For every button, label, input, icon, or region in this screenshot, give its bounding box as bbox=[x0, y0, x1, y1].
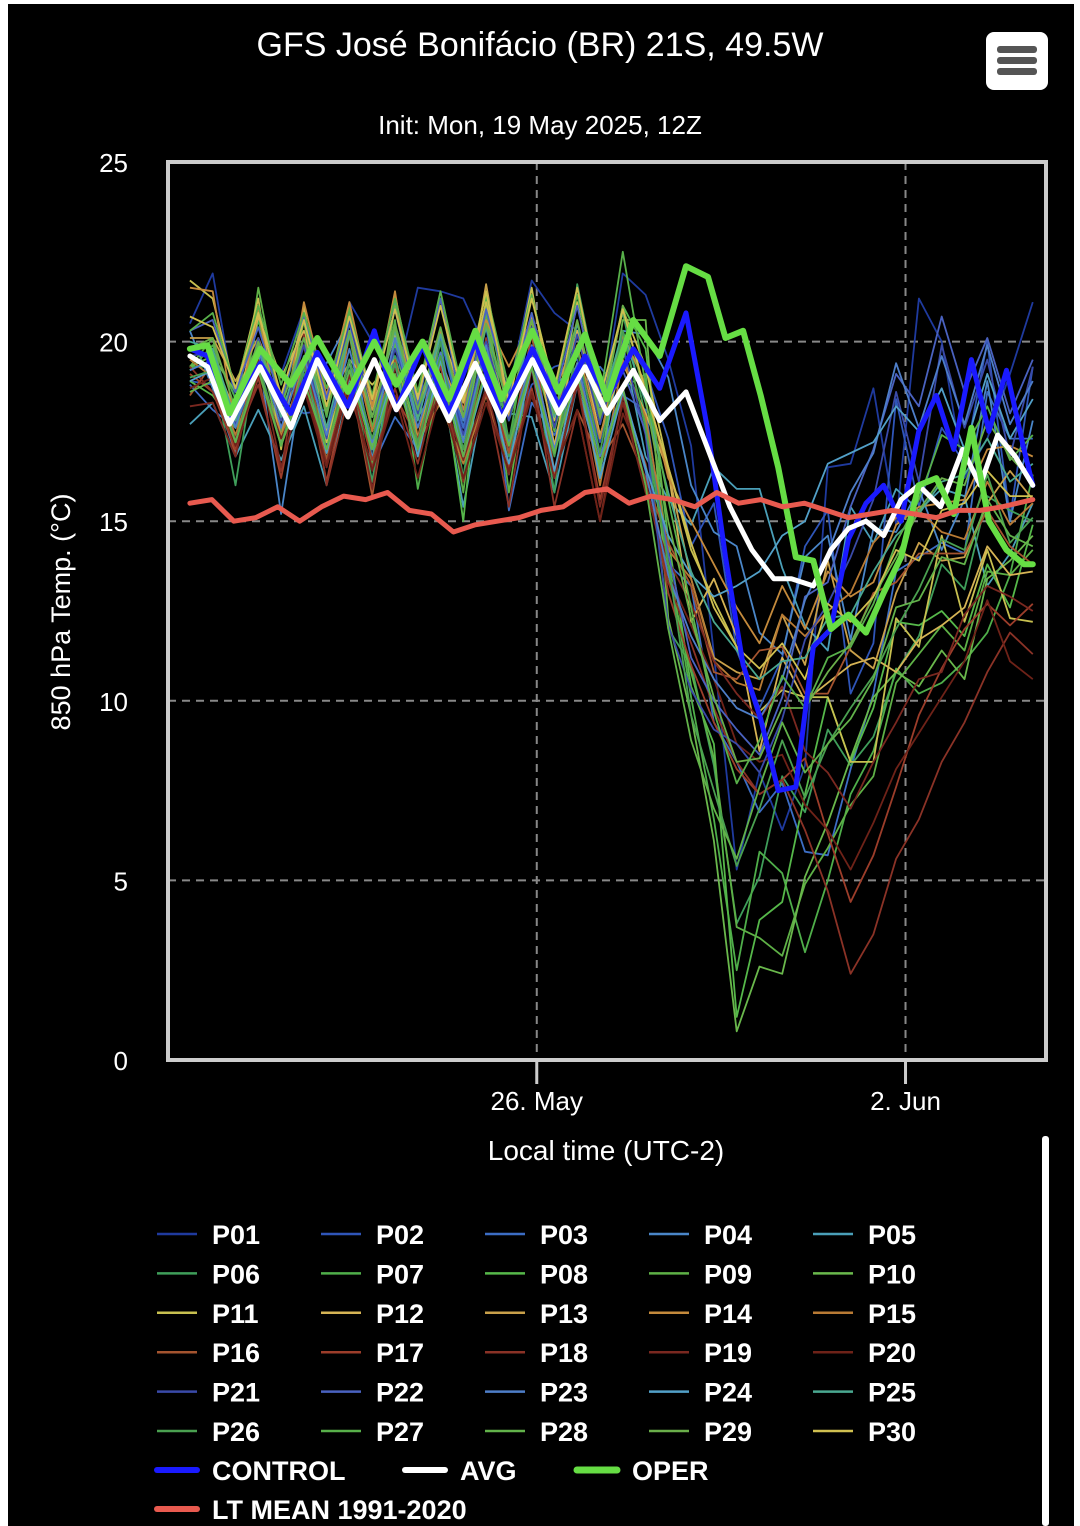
legend-item-p18[interactable]: P18 bbox=[485, 1338, 588, 1368]
legend-item-p05[interactable]: P05 bbox=[813, 1220, 916, 1250]
series-line-oper bbox=[186, 263, 1036, 636]
plot-area-border bbox=[166, 160, 1048, 1062]
legend-label: P06 bbox=[212, 1259, 260, 1289]
ensemble-line-p28 bbox=[189, 365, 1034, 860]
legend-item-p29[interactable]: P29 bbox=[649, 1417, 752, 1447]
legend-item-p14[interactable]: P14 bbox=[649, 1299, 752, 1329]
legend-label: P18 bbox=[540, 1338, 588, 1368]
legend-label: P14 bbox=[704, 1299, 752, 1329]
legend-item-p28[interactable]: P28 bbox=[485, 1417, 588, 1447]
legend-label: P17 bbox=[376, 1338, 424, 1368]
legend-item-p26[interactable]: P26 bbox=[157, 1417, 260, 1447]
ensemble-line-p30 bbox=[189, 286, 1033, 681]
legend-label: P19 bbox=[704, 1338, 752, 1368]
ensemble-line-p29 bbox=[189, 304, 1034, 763]
legend-label: OPER bbox=[632, 1456, 709, 1486]
ensemble-line-p23 bbox=[189, 337, 1034, 720]
legend-item-p04[interactable]: P04 bbox=[649, 1220, 752, 1250]
legend-item-p16[interactable]: P16 bbox=[157, 1338, 260, 1368]
y-tick-label: 20 bbox=[99, 328, 128, 358]
legend-item-p12[interactable]: P12 bbox=[321, 1299, 424, 1329]
legend-label: P26 bbox=[212, 1417, 260, 1447]
y-tick-label: 10 bbox=[99, 687, 128, 717]
legend-label: P05 bbox=[868, 1220, 916, 1250]
x-tick-label: 2. Jun bbox=[870, 1086, 941, 1116]
legend-label: P11 bbox=[212, 1299, 259, 1329]
ensemble-line-p20 bbox=[189, 372, 1034, 871]
legend-item-p17[interactable]: P17 bbox=[321, 1338, 424, 1368]
ensemble-line-p25 bbox=[189, 322, 1034, 681]
legend-item-p25[interactable]: P25 bbox=[813, 1378, 916, 1408]
series-line-lt-mean-1991-2020 bbox=[187, 486, 1036, 535]
legend-item-p03[interactable]: P03 bbox=[485, 1220, 588, 1250]
legend-item-p15[interactable]: P15 bbox=[813, 1299, 916, 1329]
legend-item-p13[interactable]: P13 bbox=[485, 1299, 588, 1329]
legend-label: P22 bbox=[376, 1378, 424, 1408]
legend-label: P03 bbox=[540, 1220, 588, 1250]
legend-label: P08 bbox=[540, 1259, 588, 1289]
legend: P01 P02 P03 P04 P05 P06 P07 P08 P09 P10 P11 P12 P13 P… bbox=[154, 1220, 916, 1525]
legend-item-p22[interactable]: P22 bbox=[321, 1378, 424, 1408]
scrollbar[interactable] bbox=[1042, 1136, 1049, 1526]
legend-label: P23 bbox=[540, 1378, 588, 1408]
legend-item-p01[interactable]: P01 bbox=[157, 1220, 260, 1250]
legend-item-p11[interactable]: P11 bbox=[157, 1299, 259, 1329]
legend-label: P16 bbox=[212, 1338, 260, 1368]
legend-label: P21 bbox=[212, 1378, 260, 1408]
legend-label: P07 bbox=[376, 1259, 424, 1289]
legend-item-p10[interactable]: P10 bbox=[813, 1259, 916, 1289]
legend-label: P20 bbox=[868, 1338, 916, 1368]
series-layer bbox=[186, 250, 1036, 1033]
legend-label: P01 bbox=[212, 1220, 260, 1250]
legend-label: P13 bbox=[540, 1299, 588, 1329]
y-tick-label: 25 bbox=[99, 148, 128, 178]
legend-label: P12 bbox=[376, 1299, 424, 1329]
legend-label: LT MEAN 1991-2020 bbox=[212, 1495, 467, 1525]
legend-label: P25 bbox=[868, 1378, 916, 1408]
chart-title: GFS José Bonifácio (BR) 21S, 49.5W bbox=[257, 26, 824, 64]
legend-item-p06[interactable]: P06 bbox=[157, 1259, 260, 1289]
y-tick-label: 0 bbox=[114, 1046, 128, 1076]
chart-subtitle: Init: Mon, 19 May 2025, 12Z bbox=[378, 110, 702, 140]
x-axis-ticks: 26. May 2. Jun bbox=[491, 1060, 941, 1116]
y-tick-label: 5 bbox=[114, 866, 128, 896]
y-axis-label: 850 hPa Temp. (°C) bbox=[46, 494, 76, 731]
x-axis-label: Local time (UTC-2) bbox=[488, 1135, 724, 1166]
hamburger-menu-icon[interactable] bbox=[986, 32, 1048, 90]
legend-label: P15 bbox=[868, 1299, 916, 1329]
legend-item-p02[interactable]: P02 bbox=[321, 1220, 424, 1250]
legend-item-p07[interactable]: P07 bbox=[321, 1259, 424, 1289]
x-tick-label: 26. May bbox=[491, 1086, 584, 1116]
y-tick-label: 15 bbox=[99, 507, 128, 537]
legend-label: P10 bbox=[868, 1259, 916, 1289]
legend-item-p24[interactable]: P24 bbox=[649, 1378, 752, 1408]
legend-label: P09 bbox=[704, 1259, 752, 1289]
legend-item-p30[interactable]: P30 bbox=[813, 1417, 916, 1447]
ensemble-line-p19 bbox=[189, 358, 1034, 810]
legend-label: P27 bbox=[376, 1417, 424, 1447]
legend-label: P29 bbox=[704, 1417, 752, 1447]
legend-label: P28 bbox=[540, 1417, 588, 1447]
legend-item-p27[interactable]: P27 bbox=[321, 1417, 424, 1447]
legend-item-avg[interactable]: AVG bbox=[402, 1456, 517, 1486]
legend-label: P04 bbox=[704, 1220, 752, 1250]
grid-lines bbox=[168, 162, 1046, 1060]
legend-label: CONTROL bbox=[212, 1456, 345, 1486]
legend-item-p08[interactable]: P08 bbox=[485, 1259, 588, 1289]
legend-item-p23[interactable]: P23 bbox=[485, 1378, 588, 1408]
y-axis-ticks: 0 5 10 15 20 25 bbox=[99, 148, 128, 1076]
legend-item-p21[interactable]: P21 bbox=[157, 1378, 260, 1408]
legend-label: P30 bbox=[868, 1417, 916, 1447]
legend-item-p20[interactable]: P20 bbox=[813, 1338, 916, 1368]
legend-item-p09[interactable]: P09 bbox=[649, 1259, 752, 1289]
legend-item-control[interactable]: CONTROL bbox=[154, 1456, 345, 1486]
legend-item-p19[interactable]: P19 bbox=[649, 1338, 752, 1368]
legend-label: AVG bbox=[460, 1456, 517, 1486]
legend-label: P02 bbox=[376, 1220, 424, 1250]
legend-item-lt-mean-1991-2020[interactable]: LT MEAN 1991-2020 bbox=[154, 1495, 467, 1525]
legend-label: P24 bbox=[704, 1378, 752, 1408]
legend-item-oper[interactable]: OPER bbox=[573, 1456, 709, 1486]
